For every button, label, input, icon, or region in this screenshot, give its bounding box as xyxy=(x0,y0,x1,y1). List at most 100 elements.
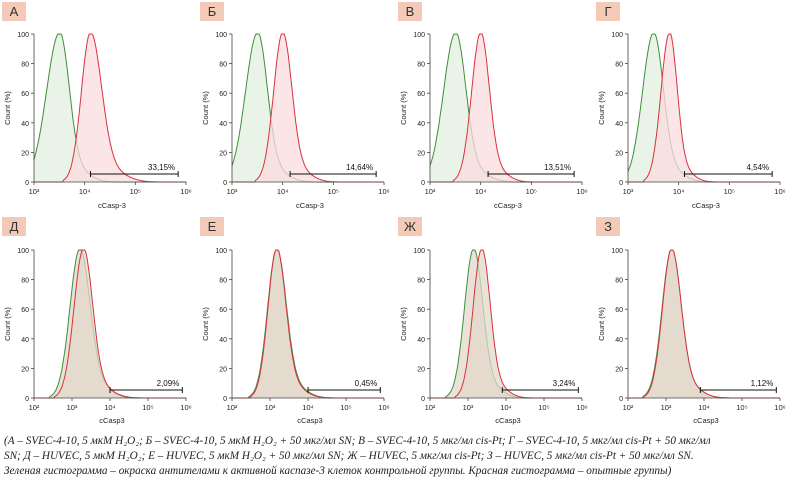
experimental-histogram-line xyxy=(34,249,186,399)
y-tick-label: 20 xyxy=(21,150,29,157)
caption-line-3: Зеленая гистограмма – окраска антителами… xyxy=(4,465,672,477)
x-axis-label: cCasp-3 xyxy=(296,201,324,210)
gate-percent-label: 4,54% xyxy=(746,163,769,172)
y-tick-label: 40 xyxy=(21,121,29,128)
caption-line-1: (А – SVEC-4-10, 5 мкМ H₂O₂; Б – SVEC-4-1… xyxy=(4,435,711,447)
y-tick-label: 0 xyxy=(223,180,227,187)
experimental-histogram-fill xyxy=(628,250,780,398)
gate-percent-label: 1,12% xyxy=(751,379,774,388)
experimental-histogram-line xyxy=(430,249,582,399)
y-axis-label: Count (%) xyxy=(3,307,12,341)
panel-label-box xyxy=(2,217,26,236)
x-tick-label: 10² xyxy=(425,403,436,412)
x-tick-label: 10³ xyxy=(265,403,276,412)
y-tick-label: 0 xyxy=(25,396,29,403)
y-tick-label: 0 xyxy=(223,396,227,403)
y-tick-label: 80 xyxy=(615,62,623,69)
x-tick-label: 10⁶ xyxy=(774,187,785,196)
experimental-histogram-fill xyxy=(34,250,186,398)
y-tick-label: 80 xyxy=(615,278,623,285)
y-tick-label: 80 xyxy=(21,62,29,69)
y-tick-label: 0 xyxy=(619,180,623,187)
y-tick-label: 0 xyxy=(619,396,623,403)
y-axis-label: Count (%) xyxy=(201,307,210,341)
x-axis-label: cCasp-3 xyxy=(98,201,126,210)
x-tick-label: 10³ xyxy=(227,187,238,196)
y-tick-label: 100 xyxy=(611,32,623,39)
y-axis-label: Count (%) xyxy=(597,91,606,125)
y-tick-label: 60 xyxy=(417,91,425,98)
gate-percent-label: 13,51% xyxy=(544,163,571,172)
control-histogram-line xyxy=(232,249,384,399)
y-tick-label: 100 xyxy=(413,32,425,39)
x-axis-label: cCasp3 xyxy=(495,416,520,425)
x-tick-label: 10⁴ xyxy=(302,403,314,412)
x-tick-label: 10⁵ xyxy=(130,187,141,196)
y-axis-label: Count (%) xyxy=(3,91,12,125)
y-tick-label: 60 xyxy=(615,91,623,98)
panel-label-box xyxy=(596,217,620,236)
experimental-histogram-line xyxy=(628,249,780,399)
y-tick-label: 20 xyxy=(417,366,425,373)
histogram-panel: Б 0 20 40 60 80 100 10³ 10⁴ 10⁵ 10⁶ Count (%) cCasp-… xyxy=(200,2,390,210)
y-tick-label: 60 xyxy=(21,307,29,314)
x-tick-label: 10⁵ xyxy=(526,187,537,196)
experimental-histogram-fill xyxy=(430,250,582,398)
gate-percent-label: 33,15% xyxy=(148,163,175,172)
x-tick-label: 10⁶ xyxy=(378,403,389,412)
x-tick-label: 10³ xyxy=(29,187,40,196)
y-tick-label: 100 xyxy=(215,32,227,39)
histogram-panel: Г 0 20 40 60 80 100 10³ 10⁴ 10⁵ 10⁶ Count (%) cCasp-… xyxy=(596,2,786,210)
histogram-panel: В 0 20 40 60 80 100 10³ 10⁴ 10⁵ 10⁶ Count (%) cCasp-… xyxy=(398,2,588,210)
x-tick-label: 10⁵ xyxy=(538,403,549,412)
x-tick-label: 10⁶ xyxy=(576,187,587,196)
y-tick-label: 80 xyxy=(219,278,227,285)
y-tick-label: 80 xyxy=(417,62,425,69)
x-axis-label: cCasp3 xyxy=(99,416,124,425)
y-tick-label: 60 xyxy=(219,307,227,314)
panel-label-box xyxy=(398,217,422,236)
x-axis-label: cCasp3 xyxy=(693,416,718,425)
control-histogram-fill xyxy=(34,250,186,398)
control-histogram-fill xyxy=(628,250,780,398)
y-tick-label: 40 xyxy=(219,337,227,344)
y-tick-label: 40 xyxy=(219,121,227,128)
y-tick-label: 100 xyxy=(215,248,227,255)
y-tick-label: 100 xyxy=(611,248,623,255)
panel-label: Г xyxy=(604,4,611,19)
gate-percent-label: 0,45% xyxy=(355,379,378,388)
y-tick-label: 40 xyxy=(417,337,425,344)
control-histogram-fill xyxy=(430,34,582,182)
experimental-histogram-fill xyxy=(34,34,186,182)
histogram-panel: Е 0 20 40 60 80 100 10² 10³ 10⁴ 10⁵ 10⁶ Count (%) cCa… xyxy=(200,217,390,425)
control-histogram-fill xyxy=(628,34,780,182)
y-axis-label: Count (%) xyxy=(399,91,408,125)
x-tick-label: 10⁵ xyxy=(142,403,153,412)
y-tick-label: 20 xyxy=(615,366,623,373)
x-tick-label: 10⁴ xyxy=(500,403,512,412)
control-histogram-line xyxy=(34,249,186,399)
y-tick-label: 100 xyxy=(413,248,425,255)
panel-label: В xyxy=(406,4,415,19)
x-tick-label: 10⁴ xyxy=(277,187,289,196)
panel-label-box xyxy=(398,2,422,21)
y-tick-label: 0 xyxy=(421,396,425,403)
control-histogram-line xyxy=(430,249,582,399)
gate-percent-label: 14,64% xyxy=(346,163,373,172)
x-tick-label: 10⁴ xyxy=(79,187,91,196)
caption-line-2: SN; Д – HUVEC, 5 мкМ H₂O₂; Е – HUVEC, 5 … xyxy=(4,450,694,462)
experimental-histogram-fill xyxy=(232,34,384,182)
y-tick-label: 100 xyxy=(17,248,29,255)
panel-label-box xyxy=(2,2,26,21)
x-tick-label: 10⁵ xyxy=(736,403,747,412)
y-tick-label: 100 xyxy=(17,32,29,39)
y-tick-label: 40 xyxy=(615,337,623,344)
x-tick-label: 10³ xyxy=(623,187,634,196)
y-tick-label: 20 xyxy=(21,366,29,373)
experimental-histogram-fill xyxy=(628,34,780,182)
y-tick-label: 40 xyxy=(21,337,29,344)
histogram-panel: Д 0 20 40 60 80 100 10² 10³ 10⁴ 10⁵ 10⁶ Count (%) cCa… xyxy=(2,217,192,425)
figure-caption: (А – SVEC-4-10, 5 мкМ H₂O₂; Б – SVEC-4-1… xyxy=(4,434,796,479)
y-tick-label: 40 xyxy=(417,121,425,128)
x-tick-label: 10⁴ xyxy=(104,403,116,412)
